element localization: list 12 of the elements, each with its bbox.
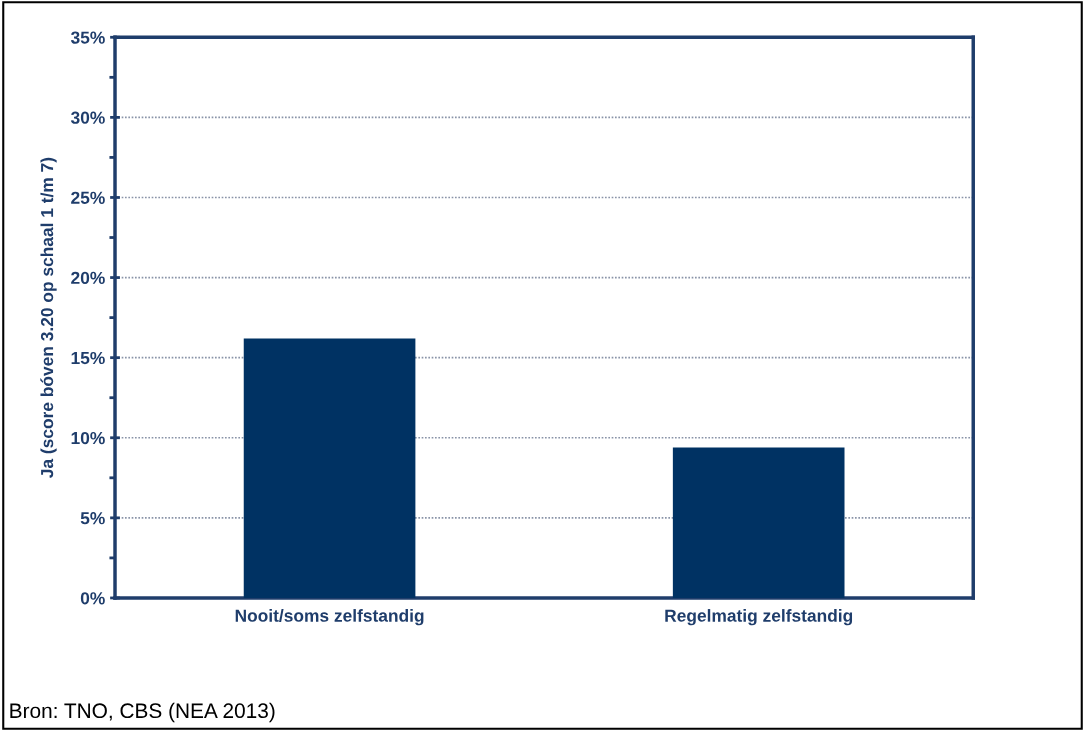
y-tick-label: 15% [71, 351, 105, 365]
y-tick-label: 20% [71, 271, 105, 285]
y-axis-title: Ja (score bóven 3.20 op schaal 1 t/m 7) [40, 157, 57, 478]
x-tick-label: Nooit/soms zelfstandig [235, 609, 424, 626]
y-tick-label: 30% [70, 111, 105, 124]
y-tick-label: 0% [80, 592, 105, 605]
text: Bron: TNO, CBS (NEA 2013) [10, 702, 275, 723]
y-tick-label: 35% [70, 31, 105, 44]
x-tick-label: Regelmatig zelfstandig [665, 609, 853, 626]
y-tick-label: 5% [80, 512, 105, 525]
y-tick-label: 10% [71, 431, 105, 445]
y-tick-label: 25% [71, 191, 105, 204]
